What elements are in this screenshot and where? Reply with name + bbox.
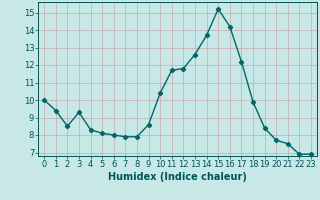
X-axis label: Humidex (Indice chaleur): Humidex (Indice chaleur) [108,172,247,182]
